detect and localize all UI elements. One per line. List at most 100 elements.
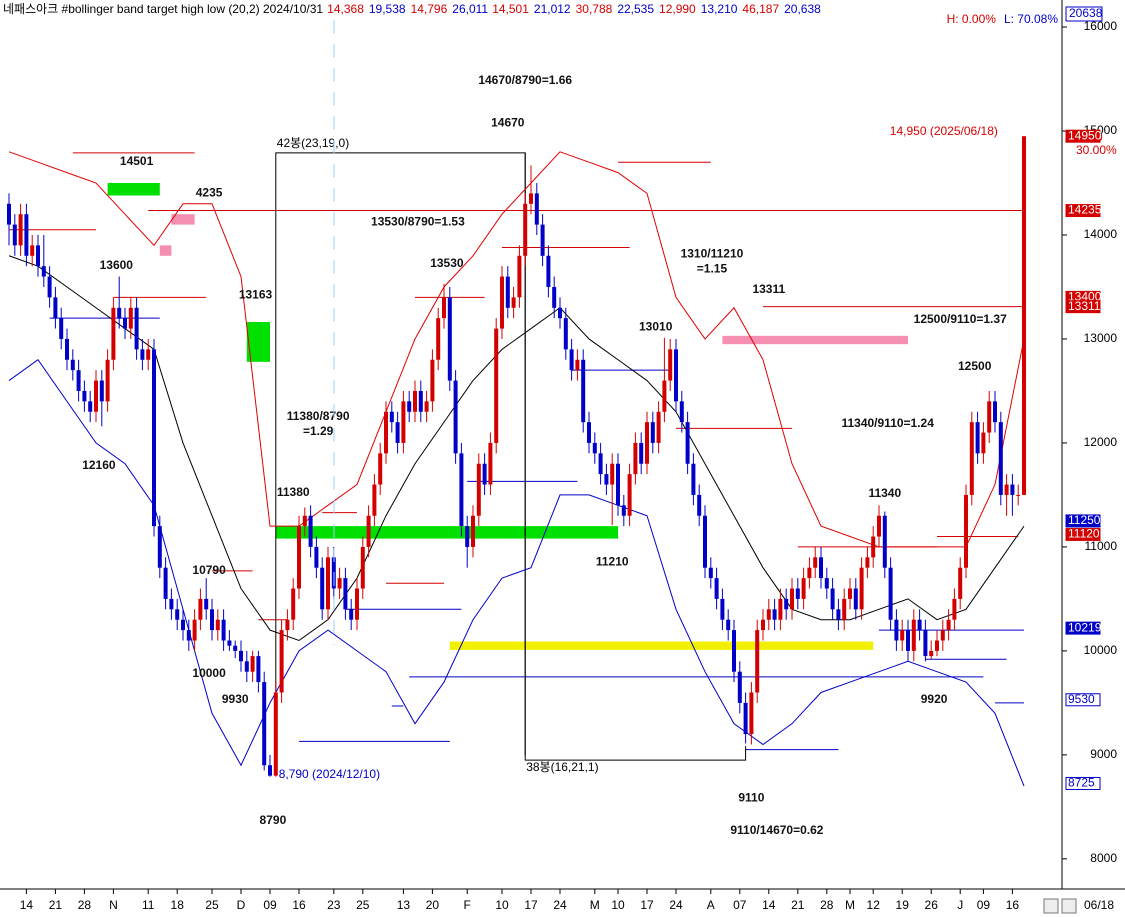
candle-body	[511, 297, 516, 308]
candle-body	[401, 401, 406, 443]
zone	[171, 214, 195, 225]
candle-body	[476, 463, 481, 516]
price-tag-box	[1065, 204, 1101, 218]
candle-body	[923, 630, 928, 657]
y-tick-label: 10000	[1084, 643, 1118, 657]
annotation-line: 13530	[430, 256, 464, 270]
count-box	[524, 152, 747, 761]
annotation-line: 9920	[921, 692, 948, 706]
candle-body	[482, 463, 487, 485]
zone	[107, 182, 160, 196]
candle-body	[540, 224, 545, 256]
candle-body	[952, 598, 957, 620]
candle-body	[186, 630, 191, 641]
header-value: 22,535	[617, 2, 654, 16]
candle-body	[871, 536, 876, 558]
y-tick-label: 16000	[1084, 19, 1118, 33]
x-tick-label: 19	[896, 898, 910, 912]
candle-body	[755, 630, 760, 693]
x-tick-label: 11	[142, 898, 155, 912]
candle-body	[378, 453, 383, 485]
candle-body	[807, 567, 812, 579]
annotation: 9110/14670=0.62	[730, 823, 823, 837]
candle-body	[65, 338, 69, 360]
annotation: 9920	[921, 692, 948, 706]
annotation-line: 9110	[738, 791, 764, 805]
footer-date: 06/18	[1084, 898, 1114, 912]
candle-body	[529, 193, 533, 204]
price-tag-box	[1065, 300, 1101, 314]
candle-body	[639, 442, 644, 464]
annotation-line: 11340/9110=1.24	[841, 416, 934, 430]
candle-body	[250, 656, 255, 672]
candle-body	[192, 619, 197, 641]
candle-body	[221, 619, 226, 641]
candle-body	[558, 307, 562, 319]
candle-body	[494, 328, 499, 443]
candle-body	[842, 598, 847, 620]
candle-body	[279, 630, 284, 693]
candle-body	[210, 609, 214, 631]
candle-body	[627, 474, 632, 516]
candle-body	[105, 359, 110, 402]
price-tag-box	[1065, 776, 1101, 790]
x-tick-label: 16	[292, 898, 306, 912]
candle-body	[987, 401, 992, 433]
x-tick-label: 25	[205, 898, 219, 912]
x-tick-label: 26	[925, 898, 939, 912]
candle-body	[917, 619, 922, 631]
candle-body	[819, 557, 823, 579]
candle-body	[117, 307, 122, 319]
annotation-line: 11380/8790	[287, 409, 350, 423]
candle-body	[981, 432, 986, 454]
candle-body	[650, 422, 655, 443]
candle-body	[708, 567, 713, 579]
candle-body	[743, 702, 748, 735]
candle-body	[181, 619, 185, 631]
candle-body	[546, 255, 551, 287]
candle-body	[703, 515, 707, 568]
candle-body	[697, 494, 702, 516]
count-box-label: 38봉(16,21,1)	[526, 760, 598, 774]
candle-body	[471, 515, 475, 547]
button[interactable]	[1043, 898, 1059, 914]
y-tick-label: 14000	[1084, 227, 1118, 241]
candle-body	[70, 359, 75, 371]
header-title: 네패스아크 #bollinger band target high low (2…	[3, 2, 323, 16]
candle-body	[53, 297, 58, 319]
annotation: 14501	[120, 154, 154, 168]
annotation-line: 1310/11210	[681, 247, 744, 261]
annotation-line: 8790	[260, 813, 287, 827]
candle-body	[662, 380, 667, 412]
candle-body	[581, 359, 586, 423]
annotation: 9930	[222, 692, 249, 706]
annotation: 1310/11210 =1.15	[681, 247, 744, 276]
y-tick-label: 8000	[1090, 851, 1117, 865]
annotation-line: 13163	[239, 287, 273, 301]
candle-body	[523, 203, 528, 256]
button[interactable]	[1061, 898, 1077, 914]
x-tick-label: 13	[397, 898, 411, 912]
x-tick-label: 21	[791, 898, 805, 912]
x-tick-label: 09	[977, 898, 991, 912]
count-box-label: 42봉(23,19,0)	[277, 136, 349, 150]
candle-body	[372, 484, 377, 516]
candle-body	[778, 598, 783, 620]
candle-body	[929, 650, 934, 657]
candle-body	[465, 526, 470, 547]
candle-body	[534, 193, 539, 225]
x-tick-label: D	[237, 898, 246, 912]
candle-body	[848, 588, 852, 599]
candle-body	[326, 557, 330, 610]
annotation: 13163	[239, 287, 273, 301]
candle-body	[737, 671, 742, 703]
annotation: 12500	[958, 359, 992, 373]
candle-body	[343, 578, 348, 610]
x-tick-label: 16	[1006, 898, 1020, 912]
candle-body	[424, 401, 429, 412]
annotation: 13600	[100, 258, 134, 272]
candle-body	[146, 349, 151, 360]
candle-body	[500, 276, 504, 329]
candle-body	[859, 567, 864, 610]
